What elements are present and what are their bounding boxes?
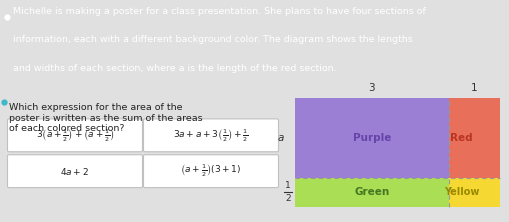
Text: 3: 3 — [369, 83, 375, 93]
Text: 2: 2 — [285, 194, 291, 203]
Text: and widths of each section, where a is the length of the red section.: and widths of each section, where a is t… — [13, 64, 336, 73]
FancyBboxPatch shape — [8, 119, 143, 152]
Text: information, each with a different background color. The diagram shows the lengt: information, each with a different backg… — [13, 35, 412, 44]
Text: Red: Red — [450, 133, 473, 143]
Text: of each colored section?: of each colored section? — [9, 124, 125, 133]
Text: $3a+a+3\left(\frac{1}{2}\right)+\frac{1}{2}$: $3a+a+3\left(\frac{1}{2}\right)+\frac{1}… — [173, 127, 249, 144]
Text: $3\left(a+\frac{1}{2}\right)+\left(a+\frac{1}{2}\right)$: $3\left(a+\frac{1}{2}\right)+\left(a+\fr… — [36, 127, 115, 144]
Text: Yellow: Yellow — [444, 187, 479, 197]
Text: poster is written as the sum of the areas: poster is written as the sum of the area… — [9, 114, 203, 123]
FancyBboxPatch shape — [144, 119, 278, 152]
Bar — [449, 178, 500, 207]
Text: Michelle is making a poster for a class presentation. She plans to have four sec: Michelle is making a poster for a class … — [13, 7, 426, 16]
Text: $a$: $a$ — [277, 133, 285, 143]
Text: 1: 1 — [471, 83, 477, 93]
Bar — [295, 178, 449, 207]
Bar — [295, 98, 449, 178]
Text: Which expression for the area of the: Which expression for the area of the — [9, 103, 183, 112]
Text: Green: Green — [354, 187, 389, 197]
Text: Purple: Purple — [353, 133, 391, 143]
Text: 1: 1 — [285, 181, 291, 190]
Bar — [449, 98, 500, 178]
Text: $4a+2$: $4a+2$ — [61, 166, 90, 177]
FancyBboxPatch shape — [8, 155, 143, 188]
Text: $\left(a+\frac{1}{2}\right)(3+1)$: $\left(a+\frac{1}{2}\right)(3+1)$ — [180, 163, 242, 180]
FancyBboxPatch shape — [144, 155, 278, 188]
